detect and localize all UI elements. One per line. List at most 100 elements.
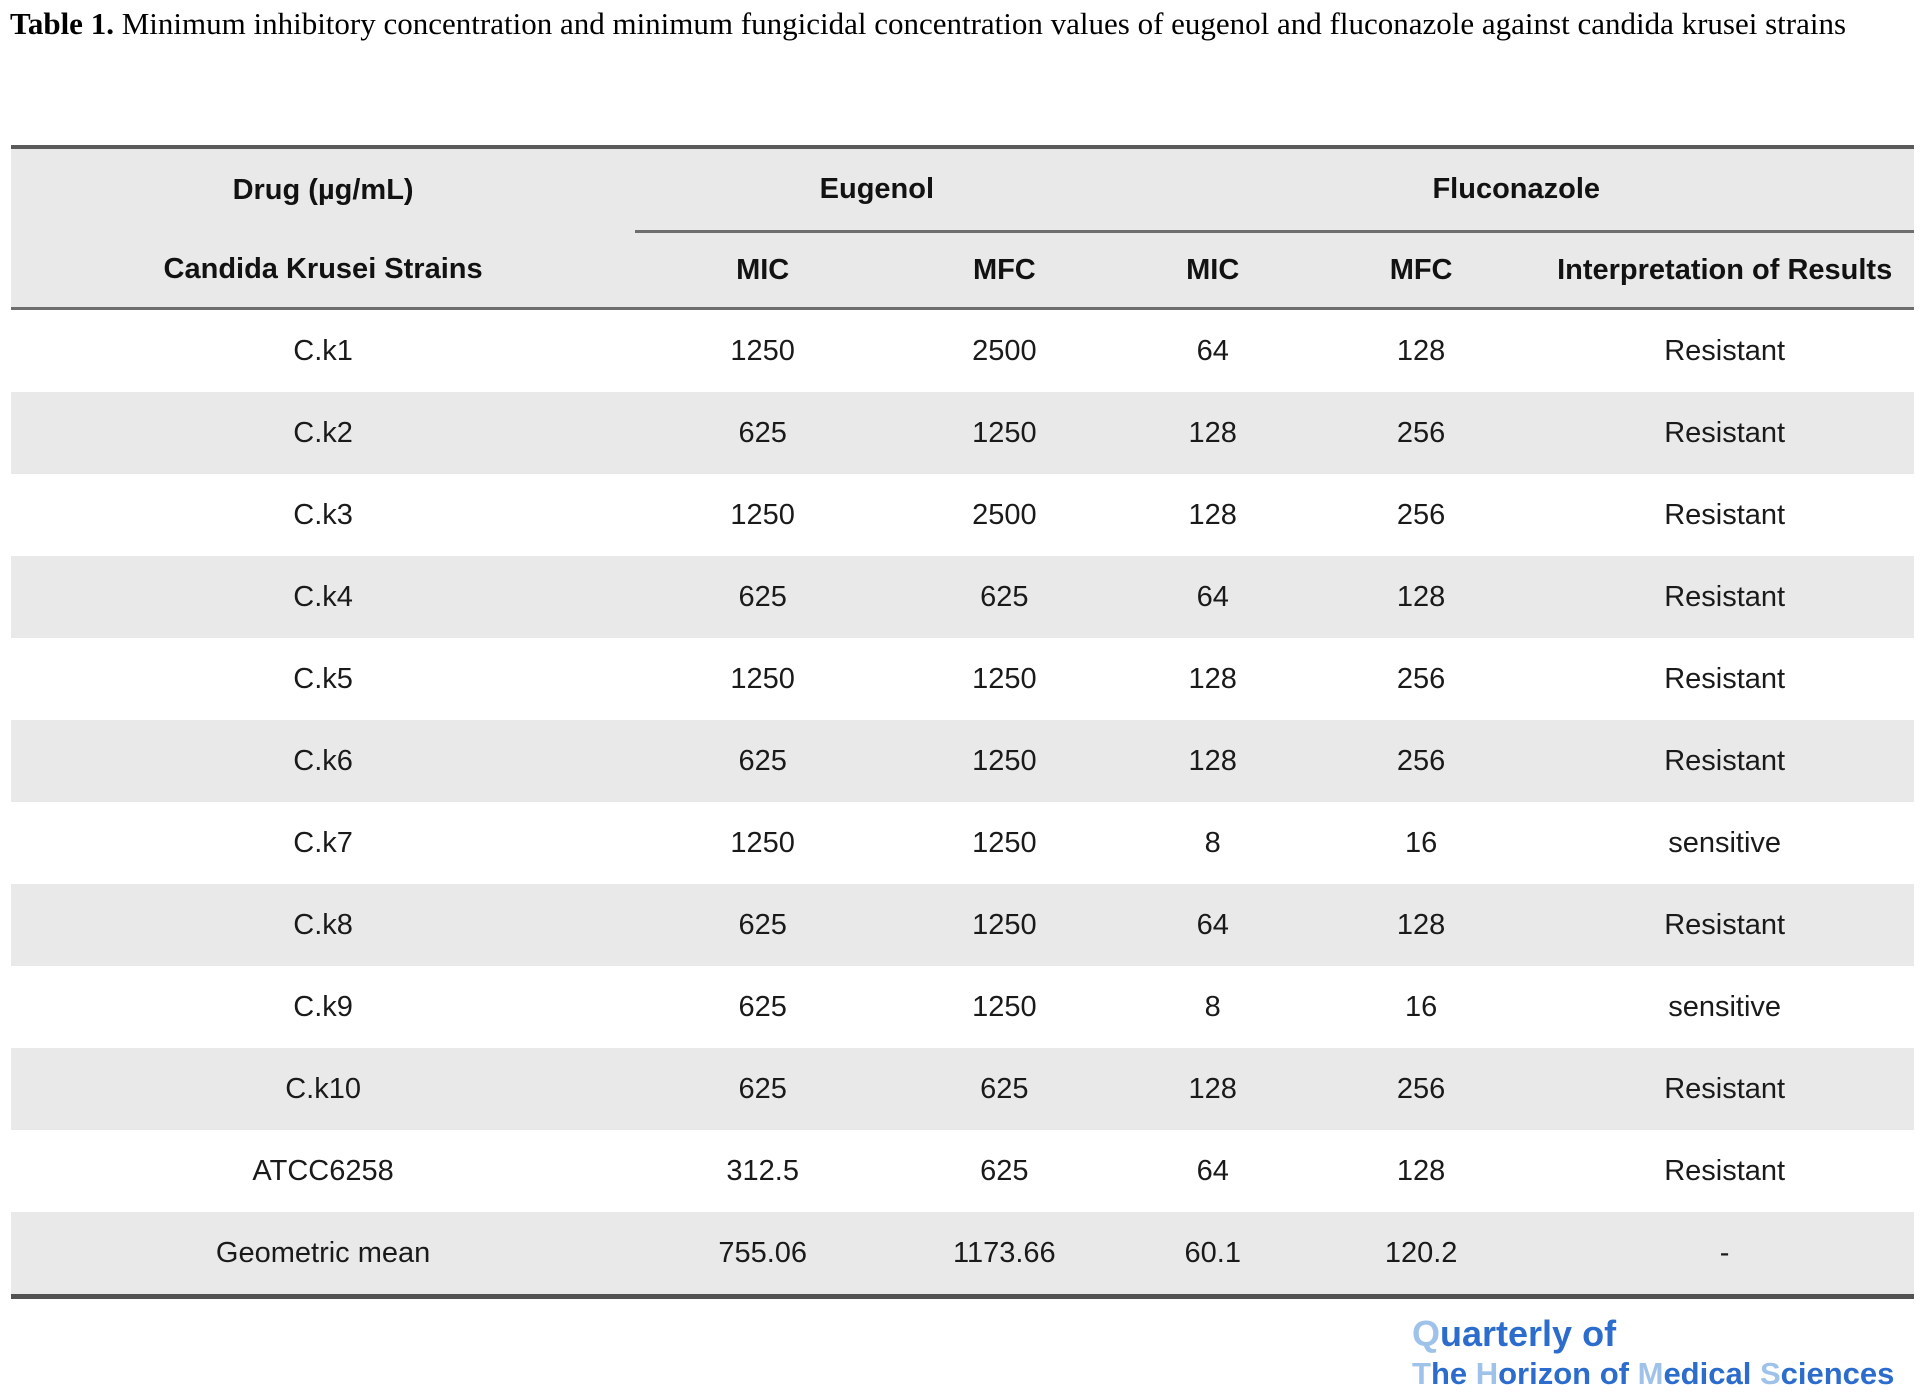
value-cell: 128 [1188,416,1237,449]
value-cell: 128 [1188,662,1237,695]
logo-text-segment: ciences [1780,1356,1895,1391]
value-cell: 755.06 [718,1236,808,1269]
header-drug-units: Drug (µg/mL) [11,147,636,232]
strain-cell: C.k7 [293,826,353,859]
value-cell: 256 [1396,1072,1446,1105]
value-cell: 16 [1404,990,1438,1023]
value-cell: Resistant [1664,908,1786,941]
value-cell: 64 [1196,580,1229,613]
value-cell: 1250 [972,744,1037,777]
value-cell: 1250 [730,662,795,695]
table-row: ATCC6258 312.5 625 64 128 Resistant [11,1130,1914,1212]
journal-logo: Quarterly of The Horizon of Medical Scie… [1412,1314,1894,1394]
value-cell: 1250 [730,334,795,367]
value-cell: 1173.66 [953,1236,1056,1269]
table-row: C.k2 625 1250 128 256 Resistant [11,392,1914,474]
logo-text-segment: S [1759,1356,1781,1391]
logo-text-segment: orizon of [1498,1356,1638,1391]
value-cell: 625 [738,908,787,941]
strain-cell: C.k8 [293,908,353,941]
value-cell: sensitive [1668,826,1782,859]
strain-cell: C.k5 [293,662,353,695]
value-cell: 1250 [972,826,1037,859]
strain-cell: C.k2 [293,416,353,449]
strain-cell: ATCC6258 [252,1154,394,1187]
value-cell: 625 [980,1072,1029,1105]
subheader-row: Candida Krusei Strains MIC MFC MIC MFC Inter… [11,231,1914,310]
value-cell: 1250 [730,498,795,531]
table-row: Geometric mean 755.06 1173.66 60.1 120.2 - [11,1212,1914,1297]
value-cell: 64 [1196,908,1229,941]
value-cell: 256 [1396,416,1446,449]
value-cell: 128 [1188,498,1237,531]
caption-label: Table 1. [10,6,114,41]
value-cell: 625 [738,744,787,777]
logo-text-segment: H [1475,1356,1499,1391]
logo-text-segment: T [1412,1356,1431,1391]
table-row: C.k10 625 625 128 256 Resistant [11,1048,1914,1130]
value-cell: 1250 [730,826,795,859]
table-body: C.k1 1250 2500 64 128 Resistant C.k2 625 1250 128… [11,309,1914,1297]
value-cell: 120.2 [1384,1236,1458,1269]
table-caption: Table 1. Minimum inhibitory concentratio… [10,0,1910,47]
value-cell: Resistant [1664,580,1786,613]
value-cell: Resistant [1664,416,1786,449]
subcol-header: MFC [1306,231,1536,310]
value-cell: 625 [980,1154,1029,1187]
value-cell: 1250 [972,908,1037,941]
logo-text-segment: uarterly of [1440,1313,1617,1354]
logo-text-segment: edical [1663,1356,1760,1391]
table-row: C.k3 1250 2500 128 256 Resistant [11,474,1914,556]
value-cell: 128 [1396,908,1446,941]
value-cell: 256 [1396,498,1446,531]
value-cell: 16 [1404,826,1438,859]
value-cell: Resistant [1664,744,1786,777]
table-row: C.k8 625 1250 64 128 Resistant [11,884,1914,966]
value-cell: 2500 [972,334,1037,367]
value-cell: 128 [1396,1154,1446,1187]
caption-text: Minimum inhibitory concentration and min… [113,6,1847,41]
journal-logo-line2: The Horizon of Medical Sciences [1412,1354,1894,1394]
value-cell: 625 [738,580,787,613]
value-cell: sensitive [1668,990,1782,1023]
subcol-header: Interpretation of Results [1535,231,1914,310]
value-cell: - [1719,1236,1730,1269]
value-cell: 128 [1188,744,1237,777]
header-group-fluconazole: Fluconazole [1118,147,1914,233]
logo-text-segment: M [1637,1356,1664,1391]
strain-cell: C.k1 [293,334,353,367]
logo-text-segment: Q [1412,1313,1441,1354]
value-cell: 1250 [972,662,1037,695]
table-row: C.k4 625 625 64 128 Resistant [11,556,1914,638]
subcol-header: MIC [635,231,891,310]
table-header: Drug (µg/mL) Eugenol Fluconazole Candida… [11,147,1914,310]
value-cell: 8 [1204,826,1221,859]
value-cell: 60.1 [1184,1236,1241,1269]
value-cell: Resistant [1664,1154,1786,1187]
value-cell: 256 [1396,662,1446,695]
value-cell: 2500 [972,498,1037,531]
value-cell: 625 [738,416,787,449]
table-row: C.k7 1250 1250 8 16 sensitive [11,802,1914,884]
value-cell: Resistant [1664,334,1786,367]
value-cell: 312.5 [726,1154,799,1187]
value-cell: 256 [1396,744,1446,777]
strain-cell: C.k3 [293,498,353,531]
table-row: C.k9 625 1250 8 16 sensitive [11,966,1914,1048]
value-cell: 64 [1196,334,1229,367]
strain-cell: Geometric mean [215,1236,431,1269]
journal-logo-line1: Quarterly of [1412,1314,1894,1354]
table-row: C.k1 1250 2500 64 128 Resistant [11,309,1914,393]
value-cell: Resistant [1664,1072,1786,1105]
value-cell: 8 [1204,990,1221,1023]
value-cell: 625 [738,990,787,1023]
value-cell: Resistant [1664,498,1786,531]
value-cell: 625 [738,1072,787,1105]
value-cell: Resistant [1664,662,1786,695]
value-cell: 64 [1196,1154,1229,1187]
table-row: C.k5 1250 1250 128 256 Resistant [11,638,1914,720]
mic-mfc-table: Drug (µg/mL) Eugenol Fluconazole Candida… [11,145,1914,1299]
group-header-row: Drug (µg/mL) Eugenol Fluconazole [11,147,1914,233]
value-cell: 128 [1396,580,1446,613]
